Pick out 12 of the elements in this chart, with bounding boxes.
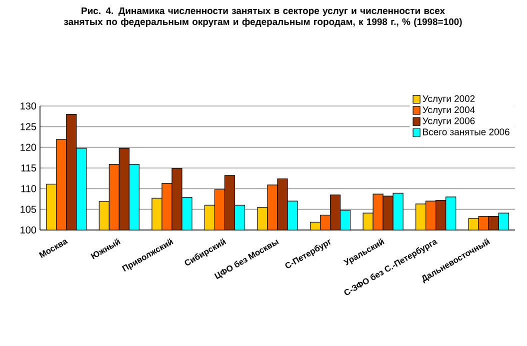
y-tick-label: 110 <box>21 185 36 192</box>
y-tick-label: 125 <box>20 123 36 130</box>
y-tick-label: 100 <box>20 226 36 234</box>
legend-label: Услуги 2004 <box>422 106 475 115</box>
legend-label: Всего занятые 2006 <box>423 128 510 136</box>
y-tick-label: 130 <box>20 102 36 110</box>
y-tick-label: 105 <box>20 206 36 213</box>
chart-title: Рис. 4. Динамика численности занятых в секторе услуг и численности всех занятых по федеральным округам и федеральным городам, к 1998 г., % (1998=100) <box>64 8 462 27</box>
legend-label: Услуги 2002 <box>422 95 475 104</box>
y-tick-label: 120 <box>20 144 36 151</box>
legend-label: Услуги 2006 <box>422 117 475 126</box>
y-tick-label: 115 <box>21 164 36 172</box>
